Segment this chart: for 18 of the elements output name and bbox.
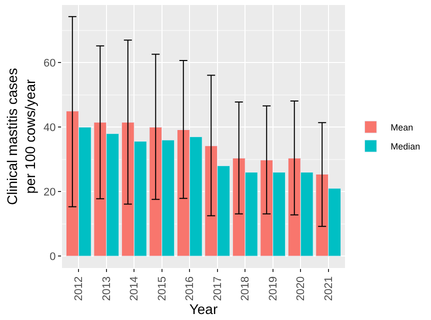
legend-label: Median xyxy=(390,142,420,152)
y-tick-label: 0 xyxy=(50,250,56,263)
x-axis-title: Year xyxy=(189,300,218,317)
x-tick-label: 2015 xyxy=(156,276,168,301)
x-tick-label: 2013 xyxy=(100,276,113,301)
x-tick-label: 2019 xyxy=(267,276,280,301)
legend-label: Mean xyxy=(390,122,414,133)
y-tick-label: 60 xyxy=(44,58,56,70)
x-tick-label: 2016 xyxy=(184,276,196,301)
x-tick-label: 2017 xyxy=(212,276,224,301)
x-tick-label: 2014 xyxy=(128,276,141,301)
y-axis-title: Clinical mastitis cases per 100 cows/year xyxy=(4,68,38,205)
x-tick-label: 2012 xyxy=(73,276,86,301)
y-tick-label: 40 xyxy=(44,122,56,134)
x-tick-label: 2018 xyxy=(240,276,252,301)
y-tick-label: 20 xyxy=(44,186,56,198)
x-tick-label: 2021 xyxy=(322,276,335,301)
x-tick-label: 2020 xyxy=(295,276,308,301)
